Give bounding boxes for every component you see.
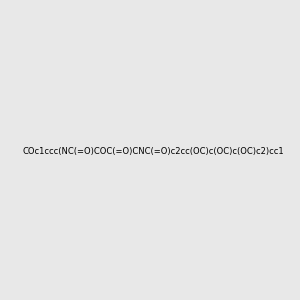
Text: COc1ccc(NC(=O)COC(=O)CNC(=O)c2cc(OC)c(OC)c(OC)c2)cc1: COc1ccc(NC(=O)COC(=O)CNC(=O)c2cc(OC)c(OC… [23, 147, 285, 156]
